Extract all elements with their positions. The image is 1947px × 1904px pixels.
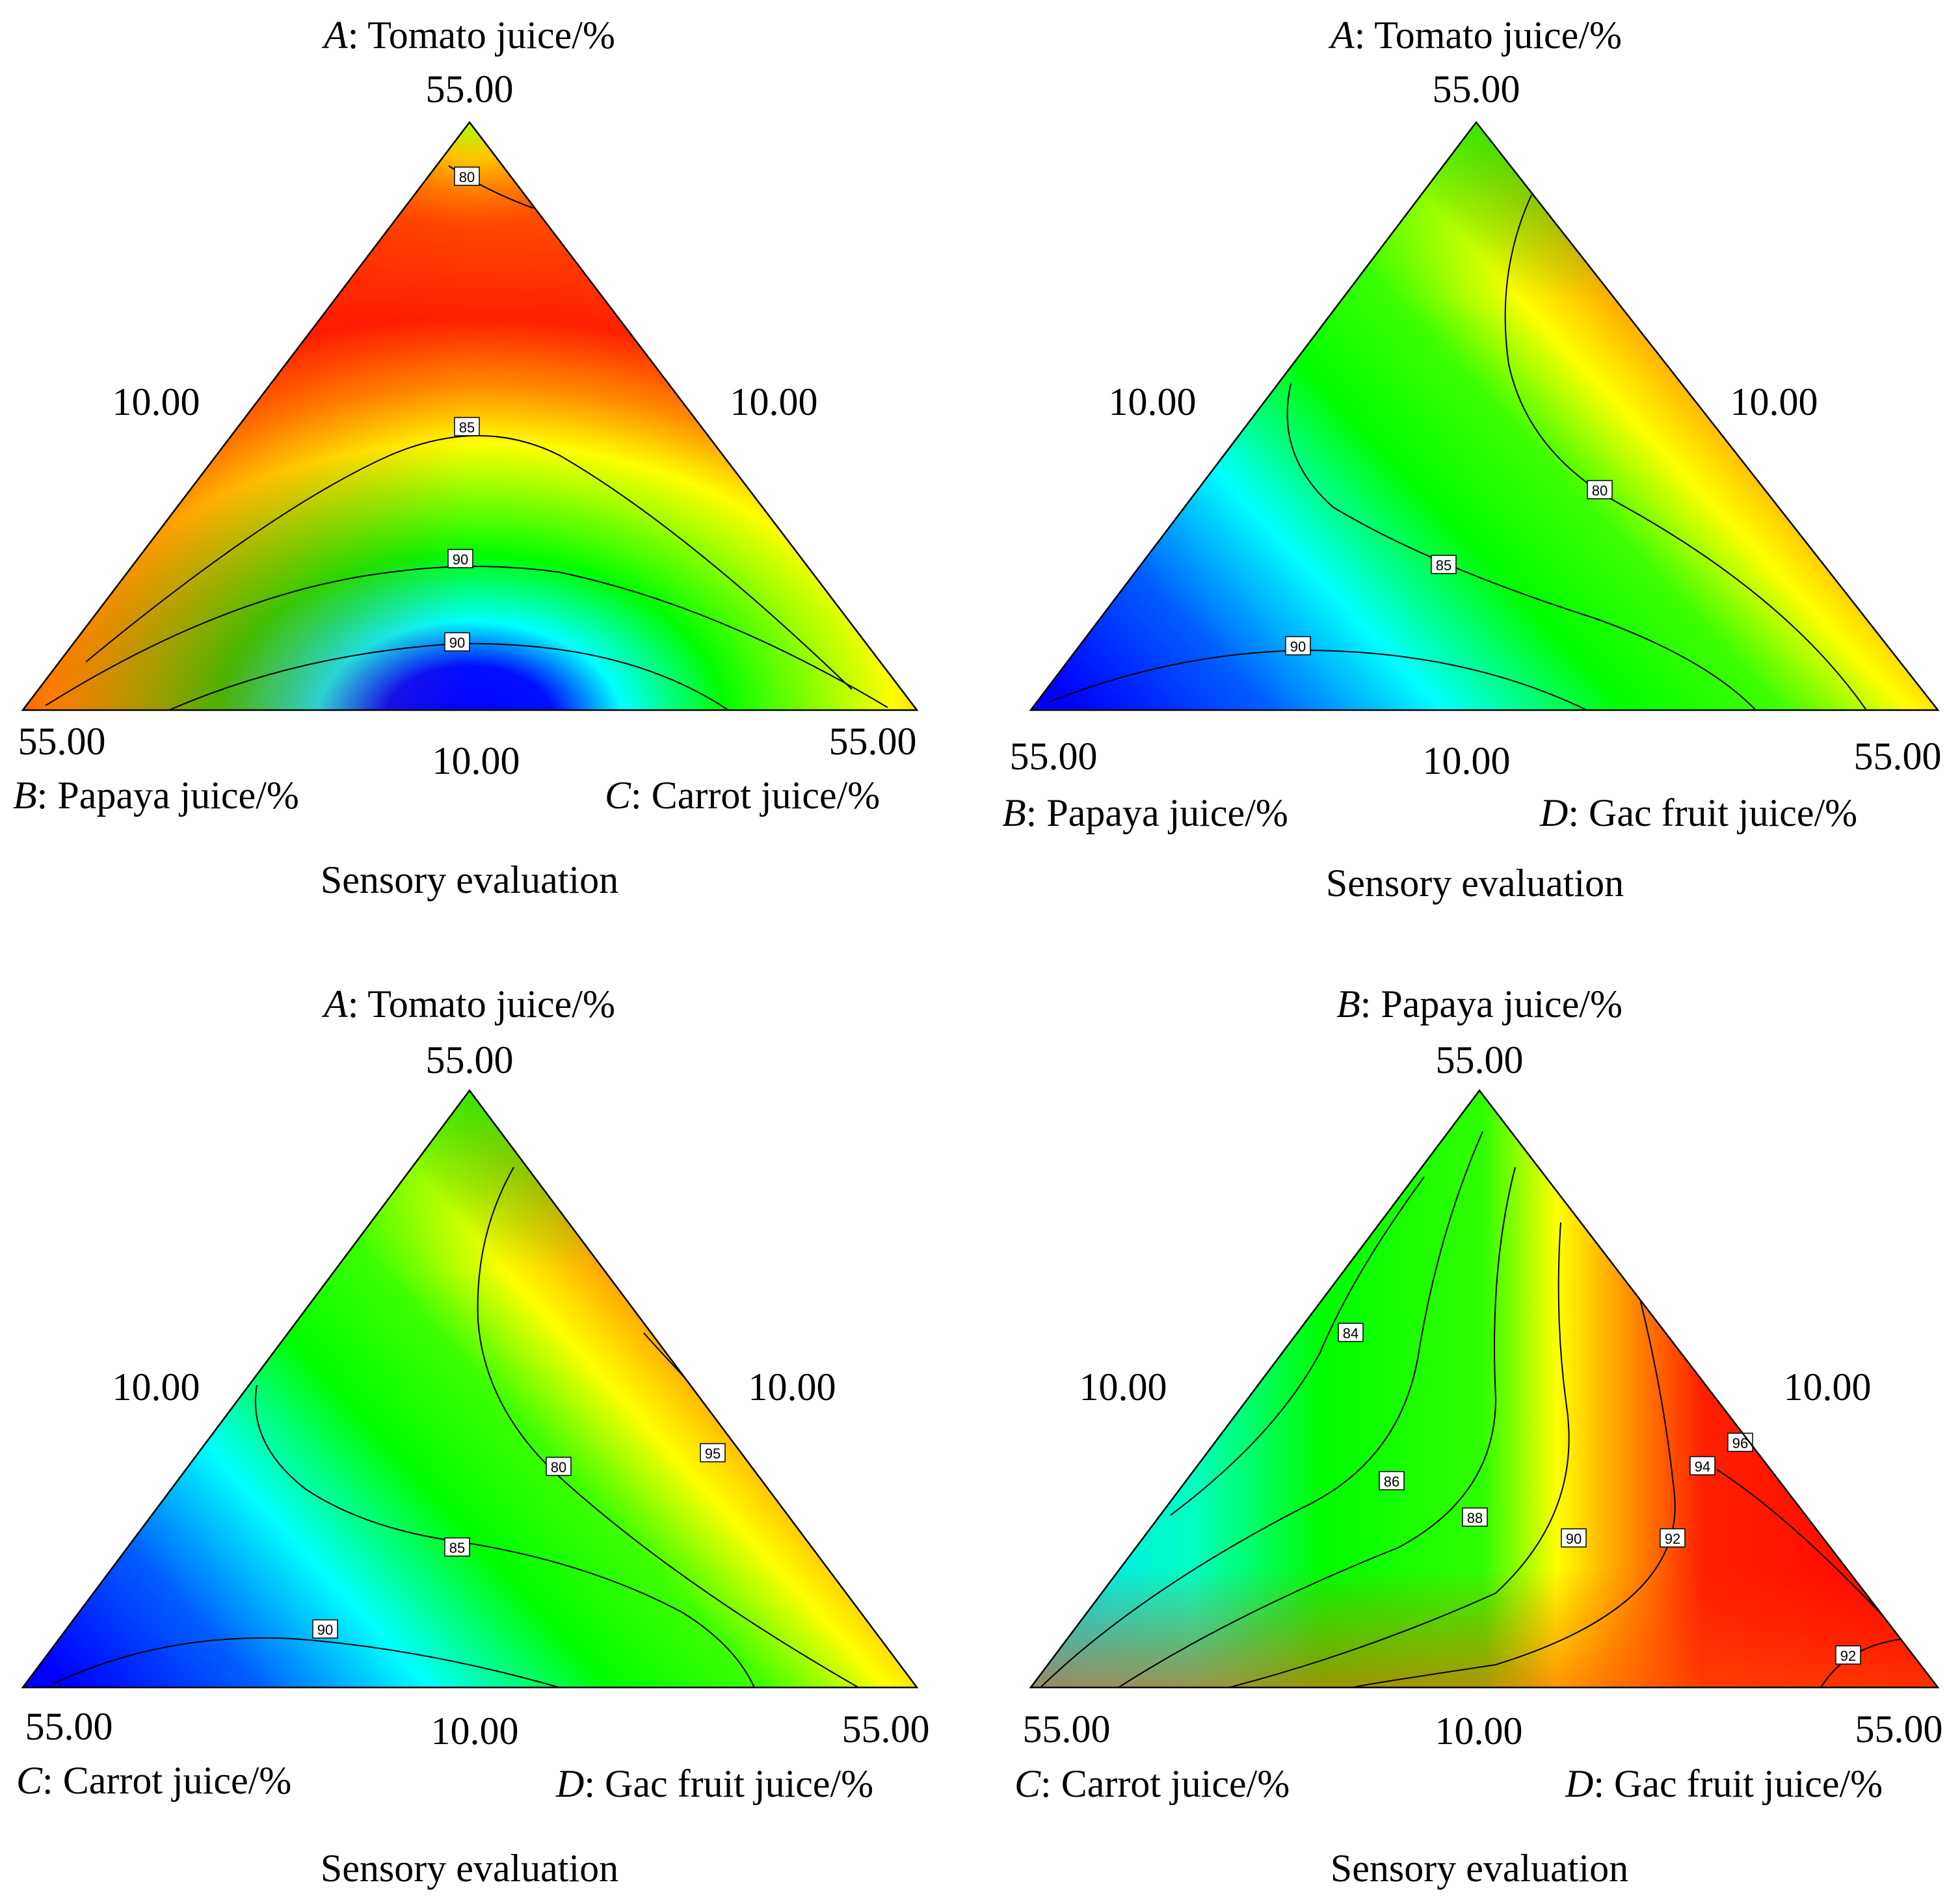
contour-level-text: 90 [1290, 639, 1306, 655]
bottom-right-axis-title: D: Gac fruit juice/% [1565, 1762, 1883, 1805]
contour-line [1118, 1167, 1516, 1687]
contour-label: 85 [1431, 555, 1457, 574]
bottom-left-max-tick: 55.00 [1023, 1708, 1111, 1751]
left-edge-tick: 10.00 [1079, 1366, 1167, 1408]
contour-level-text: 92 [1665, 1531, 1680, 1547]
panels-group: 80 85 90 90 A: Tomato juice/% 55.00 10.00 10.00… [13, 14, 1943, 1890]
right-edge-tick: 10.00 [748, 1366, 836, 1408]
ternary-panel-2: 80 85 90 A: Tomato juice/% 55.00 10.00 10.00 55… [1002, 14, 1942, 905]
contour-label: 90 [444, 632, 470, 652]
contour-level-text: 85 [459, 419, 475, 436]
panel-caption: Sensory evaluation [1326, 862, 1624, 905]
top-axis-title: A: Tomato juice/% [321, 14, 615, 57]
top-axis-max-tick: 55.00 [426, 1038, 514, 1081]
contour-line [477, 1167, 859, 1687]
contour-line [1504, 194, 1867, 710]
right-edge-tick: 10.00 [1784, 1366, 1872, 1408]
contour-line [85, 435, 853, 690]
top-axis-max-tick: 55.00 [1433, 68, 1520, 111]
bottom-left-max-tick: 55.00 [18, 720, 106, 763]
contour-label: 80 [1587, 480, 1613, 499]
contour-level-text: 90 [317, 1622, 333, 1638]
contour-label: 84 [1338, 1323, 1364, 1342]
contour-level-text: 86 [1384, 1474, 1399, 1490]
bottom-left-axis-title: B: Papaya juice/% [1002, 791, 1288, 834]
contour-level-text: 90 [453, 551, 468, 568]
contour-level-text: 88 [1467, 1510, 1483, 1526]
bottom-right-max-tick: 55.00 [829, 720, 917, 763]
contour-level-text: 90 [449, 635, 465, 651]
contour-line [1286, 383, 1756, 710]
panel-caption: Sensory evaluation [1331, 1847, 1628, 1890]
bottom-right-axis-title: D: Gac fruit juice/% [555, 1762, 873, 1805]
right-edge-tick: 10.00 [1730, 380, 1818, 423]
triangle-outline [21, 1089, 919, 1689]
triangle-outline [1029, 1089, 1940, 1689]
top-axis-title: A: Tomato juice/% [321, 983, 615, 1025]
bottom-left-max-tick: 55.00 [25, 1705, 113, 1748]
contour-label: 80 [546, 1457, 572, 1476]
bottom-left-max-tick: 55.00 [1010, 735, 1098, 778]
bottom-right-max-tick: 55.00 [842, 1708, 930, 1751]
contour-label: 88 [1462, 1507, 1488, 1527]
contour-line [1716, 1469, 1893, 1626]
contour-label: 94 [1689, 1456, 1715, 1475]
left-edge-tick: 10.00 [113, 1366, 200, 1408]
bottom-edge-tick: 10.00 [432, 739, 520, 782]
contour-level-text: 80 [459, 169, 475, 185]
contour-label: 90 [447, 549, 473, 568]
contour-level-text: 90 [1566, 1531, 1582, 1547]
contour-level-text: 80 [551, 1459, 566, 1475]
bottom-edge-tick: 10.00 [1435, 1710, 1523, 1752]
contour-label: 85 [454, 417, 480, 436]
bottom-right-max-tick: 55.00 [1854, 735, 1942, 778]
contour-line [1228, 1222, 1570, 1687]
right-edge-tick: 10.00 [730, 380, 818, 423]
contour-label: 80 [454, 166, 480, 186]
bottom-edge-tick: 10.00 [431, 1710, 519, 1752]
contour-line [1170, 1176, 1425, 1516]
bottom-left-axis-title: C: Carrot juice/% [1014, 1762, 1290, 1805]
contour-line [51, 1637, 560, 1687]
contour-line [1040, 1131, 1483, 1687]
bottom-right-axis-title: C: Carrot juice/% [605, 774, 880, 817]
contour-label: 92 [1835, 1645, 1861, 1665]
contour-level-text: 84 [1343, 1325, 1358, 1342]
ternary-panel-1: 80 85 90 90 A: Tomato juice/% 55.00 10.00 10.00… [13, 14, 919, 901]
top-axis-title: A: Tomato juice/% [1328, 14, 1622, 57]
top-axis-max-tick: 55.00 [1436, 1038, 1524, 1081]
contour-label: 86 [1379, 1471, 1405, 1490]
ternary-panel-3: 80 85 90 95 A: Tomato juice/% 55.00 10.00 10.00… [16, 983, 930, 1890]
contour-level-text: 80 [1592, 483, 1608, 499]
left-edge-tick: 10.00 [1109, 380, 1197, 423]
contour-label: 90 [312, 1619, 338, 1639]
contour-line [1352, 1293, 1676, 1687]
contour-label: 85 [444, 1537, 470, 1557]
contour-level-text: 92 [1840, 1648, 1856, 1664]
panel-caption: Sensory evaluation [321, 1847, 618, 1890]
left-edge-tick: 10.00 [113, 380, 200, 423]
top-axis-max-tick: 55.00 [426, 68, 514, 111]
bottom-edge-tick: 10.00 [1423, 739, 1511, 782]
bottom-left-axis-title: B: Papaya juice/% [13, 774, 299, 817]
contour-level-text: 95 [705, 1446, 721, 1462]
contour-label: 90 [1285, 636, 1311, 655]
bottom-right-axis-title: D: Gac fruit juice/% [1539, 791, 1857, 834]
panel-caption: Sensory evaluation [321, 858, 618, 901]
contour-level-text: 85 [1436, 557, 1451, 574]
bottom-right-max-tick: 55.00 [1855, 1708, 1943, 1751]
contour-level-text: 94 [1695, 1459, 1710, 1475]
contour-label: 90 [1561, 1528, 1587, 1548]
bottom-left-axis-title: C: Carrot juice/% [16, 1759, 291, 1802]
triangle-outline [21, 120, 919, 711]
contour-label: 92 [1660, 1528, 1686, 1548]
triangle-outline [1029, 120, 1940, 711]
top-axis-title: B: Papaya juice/% [1336, 983, 1622, 1025]
contour-level-text: 85 [449, 1540, 465, 1556]
contour-label: 95 [700, 1443, 726, 1462]
